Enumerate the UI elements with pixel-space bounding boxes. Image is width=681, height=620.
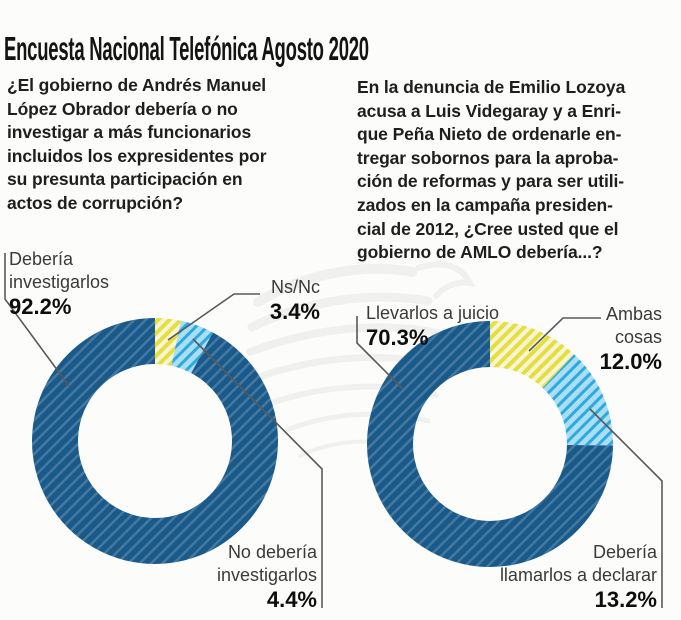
callout-label: Llevarlos a juicio bbox=[366, 303, 500, 323]
donut-segment-yellow bbox=[490, 321, 575, 388]
leader-no-deberia bbox=[192, 338, 323, 608]
callout-percent: 70.3% bbox=[366, 325, 429, 350]
callout-percent: 12.0% bbox=[599, 349, 662, 374]
callout-llevarlos-a-juicio: Llevarlos a juicio 70.3% bbox=[366, 302, 499, 351]
callout-percent: 4.4% bbox=[266, 587, 317, 612]
donut-segment-darkblue bbox=[32, 318, 279, 564]
callout-no-deberia-investigarlos: No debería investigarlos 4.4% bbox=[217, 541, 317, 613]
callout-label: Debería bbox=[9, 249, 74, 269]
question-right: En la denuncia de Emilio Lozoya acusa a … bbox=[357, 77, 626, 263]
leader-ambas-cosas bbox=[528, 317, 601, 352]
eagle-watermark bbox=[246, 261, 476, 458]
leader-llamarlos-a-declarar bbox=[589, 408, 663, 608]
callout-percent: 92.2% bbox=[9, 294, 72, 319]
donut-segment-yellow bbox=[155, 318, 182, 366]
callout-percent: 13.2% bbox=[594, 587, 657, 612]
leader-lines bbox=[4, 253, 663, 608]
donut-segment-lightblue bbox=[171, 320, 213, 374]
callout-nsnc: Ns/Nc 3.4% bbox=[270, 276, 320, 325]
callout-label: investigarlos bbox=[216, 565, 317, 585]
leader-nsnc bbox=[167, 293, 260, 341]
callout-deberia-llamarlos-a-declarar: Debería llamarlos a declarar 13.2% bbox=[500, 541, 657, 613]
callout-label: cosas bbox=[614, 327, 662, 347]
question-left: ¿El gobierno de Andrés Manuel López Obra… bbox=[7, 75, 267, 213]
leader-llevarlos-a-juicio bbox=[356, 316, 404, 390]
callout-label: llamarlos a declarar bbox=[499, 565, 657, 585]
leader-deberia-investigarlos bbox=[4, 253, 70, 387]
donut-segment-lightblue bbox=[542, 354, 614, 446]
callout-label: Ns/Nc bbox=[271, 277, 320, 297]
donut-chart-right bbox=[367, 321, 614, 567]
callout-ambas-cosas: Ambas cosas 12.0% bbox=[600, 303, 662, 375]
page-title: Encuesta Nacional Telefónica Agosto 2020 bbox=[4, 30, 369, 68]
donut-segment-darkblue bbox=[367, 321, 613, 567]
callout-label: Ambas bbox=[605, 304, 662, 324]
callout-label: Debería bbox=[592, 542, 657, 562]
callout-deberia-investigarlos: Debería investigarlos 92.2% bbox=[9, 248, 109, 320]
callout-label: No debería bbox=[227, 542, 317, 562]
callout-label: investigarlos bbox=[9, 272, 110, 292]
donut-chart-left bbox=[32, 318, 279, 564]
callout-percent: 3.4% bbox=[269, 299, 320, 324]
